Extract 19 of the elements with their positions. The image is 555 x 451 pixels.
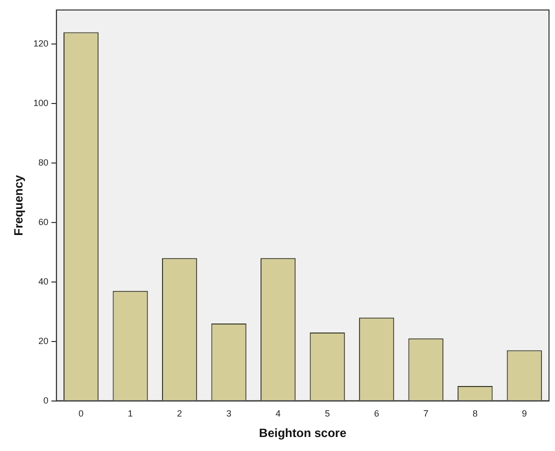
y-tick-label: 40 — [38, 276, 48, 286]
y-tick-label: 60 — [38, 216, 48, 227]
x-tick-label: 5 — [324, 408, 330, 419]
y-tick-label: 20 — [38, 336, 48, 346]
y-tick-label: 0 — [43, 395, 48, 406]
x-tick-label: 1 — [128, 408, 133, 419]
x-tick-label: 7 — [423, 408, 428, 419]
y-tick-label: 120 — [33, 38, 48, 49]
x-tick-label: 9 — [522, 408, 527, 419]
x-tick-label: 4 — [276, 408, 281, 419]
y-tick-label: 100 — [33, 98, 48, 108]
x-tick-label: 8 — [472, 408, 478, 419]
x-tick-label: 2 — [177, 408, 182, 419]
x-tick-label: 0 — [78, 408, 84, 419]
x-tick-label: 6 — [374, 408, 380, 419]
x-axis-title: Beighton score — [259, 426, 347, 440]
y-tick-label: 80 — [38, 158, 48, 168]
x-tick-label: 3 — [226, 408, 232, 419]
y-axis-title: Frequency — [12, 174, 26, 236]
